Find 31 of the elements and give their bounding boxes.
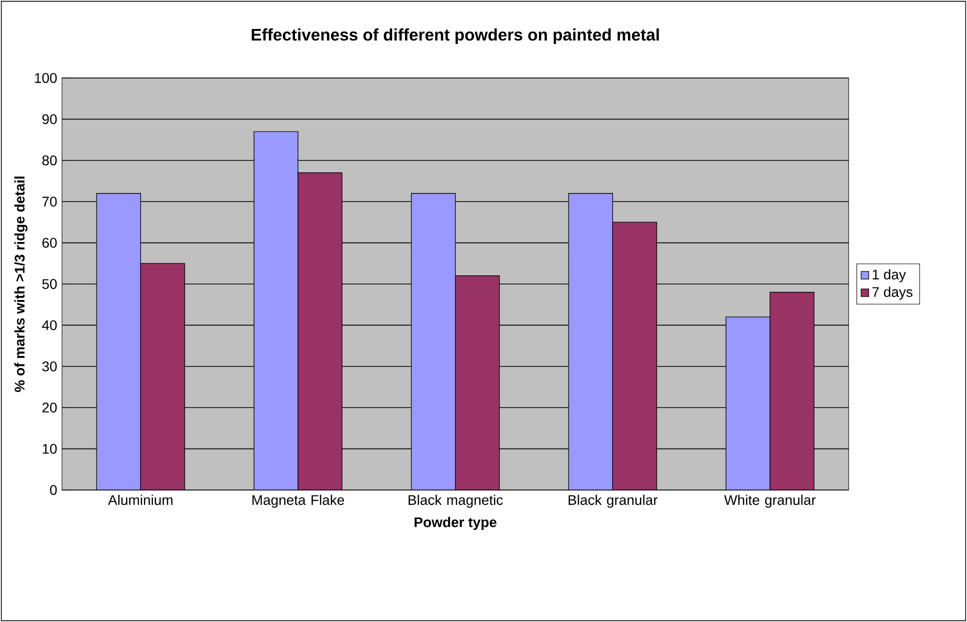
legend-label: 7 days (872, 286, 912, 300)
y-tick-label: 40 (42, 320, 57, 330)
y-tick-label: 80 (42, 155, 57, 166)
legend-label: 1 day (872, 269, 906, 282)
y-tick-label: 90 (42, 114, 57, 124)
y-tick-label: 70 (42, 196, 57, 207)
bar (298, 172, 342, 490)
y-axis-title: % of marks with >1/3 ridge detail (14, 176, 28, 392)
y-tick-label: 20 (42, 402, 57, 413)
y-tick-label: 50 (42, 279, 57, 289)
x-tick-label: Magneta Flake (252, 494, 344, 508)
bar (254, 131, 298, 490)
chart-title: Effectiveness of different powders on painted metal (252, 28, 659, 44)
y-tick-label: 100 (35, 73, 57, 83)
x-axis-title: Powder type (414, 516, 496, 530)
y-tick-label: 30 (42, 361, 57, 372)
x-tick-label: Black granular (568, 494, 658, 508)
bar (612, 222, 658, 490)
bar (410, 193, 456, 490)
bar (140, 263, 186, 490)
bar (455, 275, 500, 490)
x-tick-label: Aluminium (108, 494, 172, 505)
y-tick-label: 0 (50, 485, 57, 495)
x-tick-label: White granular (724, 494, 816, 508)
bar (726, 316, 770, 490)
x-tick-label: Black magnetic (408, 494, 503, 508)
bar (96, 193, 142, 490)
y-tick-label: 10 (42, 444, 57, 454)
bar (568, 193, 614, 490)
y-tick-label: 60 (42, 238, 57, 248)
bar (770, 292, 814, 490)
